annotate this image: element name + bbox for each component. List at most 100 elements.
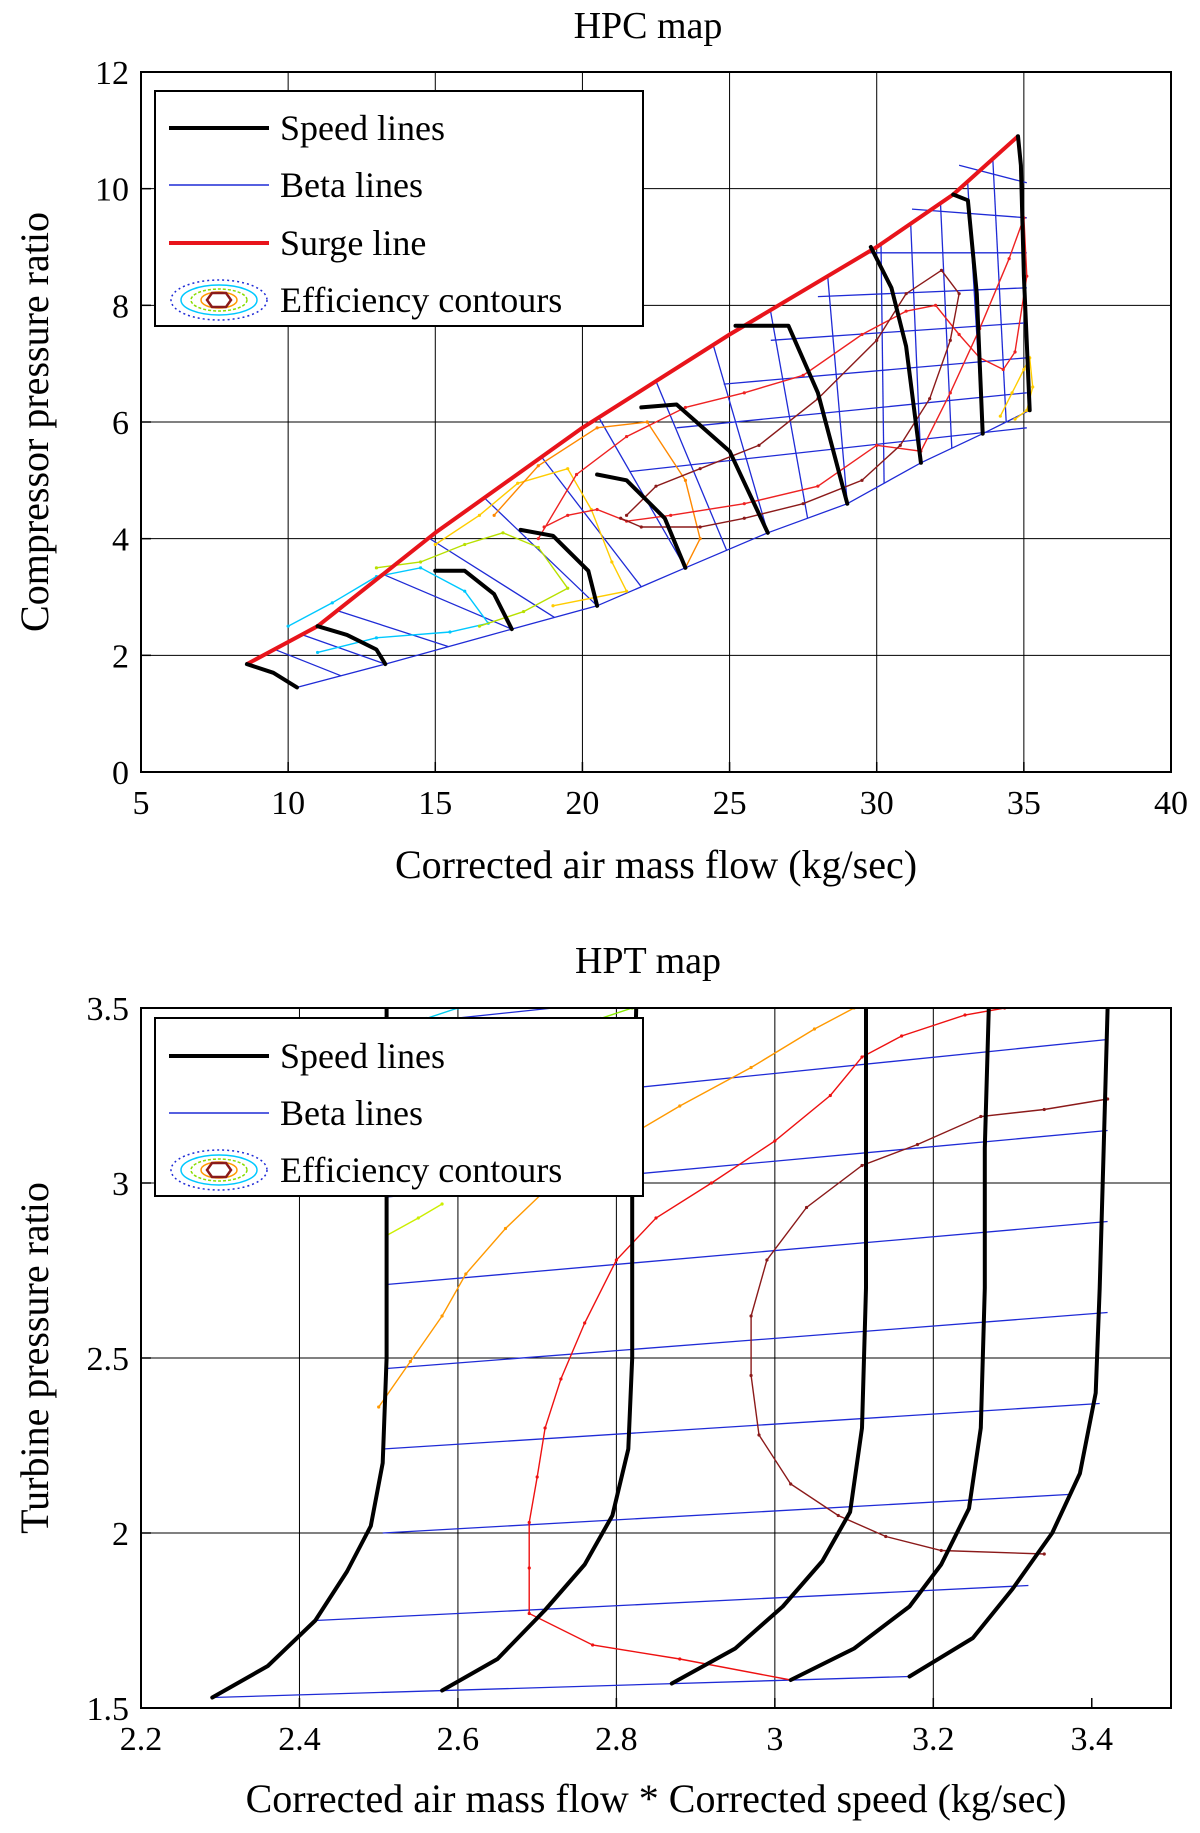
contour-marker (574, 472, 579, 477)
contour-marker (1022, 367, 1026, 372)
contour-marker (418, 566, 423, 570)
contour-marker (624, 434, 629, 439)
contour-marker (875, 443, 879, 447)
contour-marker (709, 1181, 714, 1185)
surge-line (245, 134, 1020, 666)
speed-line (595, 472, 688, 570)
beta-line (428, 537, 555, 618)
contour-marker (448, 630, 452, 634)
contour-marker (683, 478, 688, 482)
beta-line (958, 164, 1027, 184)
beta-line (274, 648, 342, 677)
contour-marker (900, 1034, 904, 1038)
contour-marker (683, 405, 688, 410)
contour-marker (595, 426, 599, 430)
beta-line (827, 276, 848, 504)
efficiency-contour (434, 467, 628, 607)
contour-marker (998, 414, 1002, 418)
contour-marker (654, 1216, 658, 1220)
y-tick-label: 0 (112, 755, 129, 792)
y-tick-label: 2 (112, 1516, 129, 1553)
y-tick-label: 1.5 (87, 1691, 130, 1728)
speed-line (733, 323, 850, 506)
contour-marker (440, 1314, 444, 1318)
contour-marker (536, 537, 540, 541)
contour-marker (551, 604, 555, 608)
x-tick-label: 25 (713, 785, 747, 822)
x-tick-label: 35 (1007, 785, 1041, 822)
x-tick-label: 3 (766, 1721, 783, 1758)
y-tick-label: 12 (95, 55, 129, 92)
contour-marker (503, 1226, 508, 1231)
contour-marker (477, 624, 482, 628)
contour-marker (860, 1055, 864, 1059)
x-axis-label: Corrected air mass flow (kg/sec) (395, 842, 917, 887)
contour-marker (836, 1513, 840, 1518)
contour-marker (501, 531, 505, 535)
contour-marker (543, 1426, 547, 1430)
contour-marker (875, 338, 879, 342)
ticks: 5 10 15 20 25 30 35 40 0 2 4 6 8 10 12 (95, 55, 1188, 822)
beta-line (541, 456, 642, 588)
contour-marker (477, 513, 482, 517)
contour-marker (860, 1163, 864, 1168)
legend-label-speed: Speed lines (280, 108, 445, 148)
y-tick-label: 10 (95, 172, 129, 209)
contour-marker (463, 589, 467, 593)
contour-marker (860, 478, 864, 482)
speed-line (315, 624, 388, 667)
hpc-chart: HPC map 5 10 15 20 25 30 35 40 0 2 4 6 8 10 12 Correct… (12, 5, 1188, 887)
contour-marker (610, 560, 614, 564)
x-tick-label: 3.2 (912, 1721, 955, 1758)
contour-marker (374, 566, 379, 570)
legend-box (154, 1017, 644, 1197)
y-tick-label: 6 (112, 405, 129, 442)
legend-label-efficiency: Efficiency contours (280, 280, 562, 320)
contour-marker (595, 507, 599, 512)
contour-marker (789, 1482, 793, 1486)
contour-marker (654, 484, 658, 488)
contour-marker (898, 443, 902, 447)
beta-line (817, 287, 1027, 298)
contour-marker (619, 516, 623, 520)
plot-frame (140, 1007, 1172, 1709)
contour-marker (492, 513, 496, 517)
x-tick-label: 3.4 (1071, 1721, 1114, 1758)
data-layer (244, 134, 1035, 690)
contour-marker (464, 1272, 468, 1276)
contour-marker (678, 1657, 682, 1661)
contour-marker (801, 373, 805, 377)
beta-line (315, 1584, 1029, 1622)
x-tick-label: 40 (1154, 785, 1188, 822)
contour-marker (757, 1433, 761, 1437)
speed-line (440, 1008, 639, 1693)
contour-marker (315, 650, 320, 655)
beta-line (939, 203, 953, 449)
beta-line (723, 357, 1027, 385)
x-tick-label: 2.8 (595, 1721, 638, 1758)
contour-marker (904, 292, 908, 296)
contour-marker (566, 513, 570, 517)
contour-marker (566, 586, 570, 590)
speed-line (868, 245, 923, 465)
contour-marker (1025, 274, 1029, 278)
y-tick-label: 8 (112, 288, 129, 325)
efficiency-contour (376, 532, 569, 627)
legend-label-efficiency: Efficiency contours (280, 1150, 562, 1190)
efficiency-contour (620, 269, 960, 528)
y-axis-label: Turbine pressure ratio (12, 1182, 57, 1534)
contour-marker (408, 1359, 412, 1364)
x-tick-label: 10 (271, 785, 305, 822)
hpt-chart: HPT map 2.2 2.4 2.6 2.8 3 3.2 3.4 1.5 2 2.5 3 3.5 C… (12, 940, 1172, 1821)
beta-line (382, 573, 513, 630)
legend-label-surge: Surge line (280, 223, 426, 263)
contour-marker (527, 1520, 531, 1525)
contour-marker (624, 513, 629, 517)
contour-marker (516, 481, 520, 485)
contour-marker (527, 1611, 531, 1616)
beta-line (629, 427, 1027, 473)
contour-marker (591, 1643, 595, 1647)
y-tick-label: 2 (112, 638, 129, 675)
legend-label-speed: Speed lines (280, 1036, 445, 1076)
legend: Speed lines Beta lines Surge line Effici… (154, 90, 644, 327)
